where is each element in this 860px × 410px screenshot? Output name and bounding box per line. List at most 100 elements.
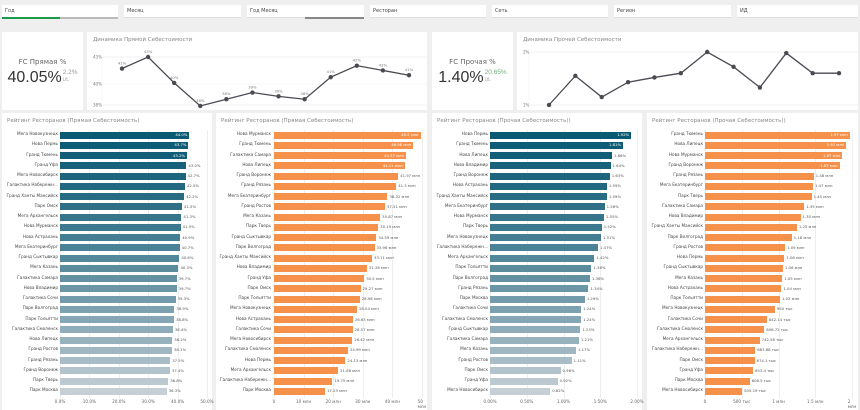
bar-row[interactable]: Нова Астрахань 26.63 млн: [216, 315, 427, 325]
bar[interactable]: [705, 264, 783, 272]
bar[interactable]: [274, 254, 372, 262]
bar-row[interactable]: Галактика Сочи 842.14 тыс: [647, 315, 858, 325]
bar[interactable]: [705, 234, 792, 241]
bar-row[interactable]: Гранд Ханты Мансийск 1.59%: [432, 192, 642, 202]
bar-row[interactable]: Нова Липецк 1.92 млн: [647, 140, 858, 150]
bar[interactable]: [274, 141, 414, 149]
bar-row[interactable]: Нова Липецк 38.2%: [2, 335, 212, 345]
data-point[interactable]: [810, 71, 815, 76]
bar-row[interactable]: Нова Пермь 1.08 млн: [647, 253, 858, 263]
bar[interactable]: [490, 244, 599, 252]
bar-row[interactable]: Нова Пермь 1.92%: [432, 130, 642, 140]
bar[interactable]: [60, 254, 180, 262]
bar[interactable]: [60, 316, 175, 323]
bar-row[interactable]: Гранд Сыктывкар 1.23%: [432, 325, 642, 335]
bar[interactable]: [705, 316, 767, 323]
bar[interactable]: [274, 203, 386, 211]
bar[interactable]: [274, 152, 406, 159]
bar-row[interactable]: Парк Омск 0.96%: [432, 366, 642, 376]
bar-row[interactable]: Мега Казань 35.87 млн: [216, 212, 427, 222]
bar-row[interactable]: Парк Волгоград 1.18 млн: [647, 233, 858, 243]
bar[interactable]: [490, 305, 582, 313]
bar[interactable]: [705, 285, 782, 293]
bar-row[interactable]: Мега Новосибирск 26.42 млн: [216, 335, 427, 345]
bar-row[interactable]: Нова Владимир 1.30 млн: [647, 212, 858, 222]
bar-row[interactable]: Мега Новокузнецк 28.04 млн: [216, 304, 427, 314]
bar-row[interactable]: Нова Мурманск 41.0%: [2, 222, 212, 232]
bar[interactable]: [705, 336, 760, 344]
filter-restaurant[interactable]: Ресторан: [370, 5, 486, 18]
bar[interactable]: [490, 172, 610, 180]
bar-row[interactable]: Гранд Тюмень 46.98 млн: [216, 140, 427, 150]
data-point[interactable]: [625, 80, 631, 85]
bar-row[interactable]: Нова Пермь 24.13 млн: [216, 356, 427, 366]
bar-row[interactable]: Парк Омск 674.1 тыс: [647, 356, 858, 366]
bar-row[interactable]: Парк Омск 29.27 млн: [216, 284, 427, 294]
bar-row[interactable]: Галактика Набережн... 1.47%: [432, 243, 642, 253]
bar-row[interactable]: Гранд Ханты Мансийск 42.2%: [2, 192, 212, 202]
bar-row[interactable]: Гранд Ростов 38.1%: [2, 345, 212, 355]
filter-network[interactable]: Сеть: [492, 5, 608, 18]
data-point[interactable]: [757, 85, 763, 90]
data-point[interactable]: [836, 71, 842, 76]
bar[interactable]: [705, 377, 750, 385]
bar[interactable]: [705, 244, 786, 252]
bar[interactable]: [274, 295, 360, 303]
ranking-direct-percent[interactable]: Рейтинг Ресторанов (Прямая Себестоимость…: [2, 113, 214, 410]
bar[interactable]: [60, 172, 186, 180]
bar-row[interactable]: Парк Москва 608.5 тыс: [647, 376, 858, 386]
bar[interactable]: [490, 326, 581, 334]
bar-row[interactable]: Гранд Рязань 1.48 млн: [647, 171, 858, 181]
bar-row[interactable]: Галактика Сочи 26.57 млн: [216, 325, 427, 335]
bar-row[interactable]: Нова Владимир 39.7%: [2, 284, 212, 294]
bar-row[interactable]: Мега Архангельск 742.58 тыс: [647, 335, 858, 345]
bar-row[interactable]: Гранд Ростов 1.11%: [432, 356, 642, 366]
bar-row[interactable]: Гранд Уфа 653.4 тыс: [647, 366, 858, 376]
data-point[interactable]: [731, 64, 736, 70]
data-point[interactable]: [302, 97, 307, 102]
bar[interactable]: [490, 254, 595, 262]
bar-row[interactable]: Гранд Сыктывкар 1.06 млн: [647, 263, 858, 273]
bar[interactable]: [490, 234, 601, 241]
bar-row[interactable]: Нова Астрахань 1.59%: [432, 181, 642, 191]
bar-row[interactable]: Парк Омск 41.5%: [2, 202, 212, 212]
data-point[interactable]: [354, 63, 360, 68]
bar[interactable]: [274, 336, 353, 344]
bar[interactable]: [705, 213, 801, 221]
data-point[interactable]: [678, 71, 684, 76]
data-point[interactable]: [145, 54, 151, 60]
bar-row[interactable]: Парк Тольятти 38.8%: [2, 315, 212, 325]
bar[interactable]: [60, 285, 177, 293]
bar-row[interactable]: Мега Новосибирск 42.7%: [2, 171, 212, 181]
bar-row[interactable]: Нова Мурманск 1.87 млн: [647, 151, 858, 161]
data-point[interactable]: [652, 75, 657, 80]
bar[interactable]: [705, 223, 797, 231]
filter-year[interactable]: Год: [2, 5, 118, 19]
bar-row[interactable]: Нова Астрахань 1.04 млн: [647, 284, 858, 294]
bar[interactable]: [705, 275, 783, 282]
bar[interactable]: [490, 131, 632, 139]
bar-row[interactable]: Парк Тверь 1.52%: [432, 222, 642, 232]
bar[interactable]: [705, 162, 840, 170]
bar[interactable]: [60, 131, 190, 139]
bar-row[interactable]: Мега Казань 1.17%: [432, 345, 642, 355]
data-point[interactable]: [276, 94, 281, 99]
bar-row[interactable]: Гранд Рязань 1.34%: [432, 284, 642, 294]
bar[interactable]: [274, 244, 375, 252]
bar[interactable]: [60, 346, 172, 354]
bar[interactable]: [705, 326, 765, 334]
bar[interactable]: [490, 357, 572, 364]
bar[interactable]: [60, 367, 170, 375]
bar[interactable]: [274, 131, 421, 139]
bar-row[interactable]: Мега Казань 40.3%: [2, 263, 212, 273]
bar[interactable]: [60, 295, 176, 303]
bar[interactable]: [274, 275, 365, 282]
bar-row[interactable]: Мега Екатеринбург 1.47 млн: [647, 181, 858, 191]
bar-row[interactable]: Гранд Уфа 43.0%: [2, 161, 212, 171]
ranking-other-percent[interactable]: Рейтинг Ресторанов (Прочая Себестоимость…: [432, 113, 644, 410]
bar[interactable]: [490, 316, 582, 323]
bar[interactable]: [274, 377, 333, 385]
bar[interactable]: [490, 377, 558, 385]
bar-row[interactable]: Галактика Набережн... 683.68 тыс: [647, 345, 858, 355]
bar-row[interactable]: Нова Владимир 31.38 млн: [216, 263, 427, 273]
